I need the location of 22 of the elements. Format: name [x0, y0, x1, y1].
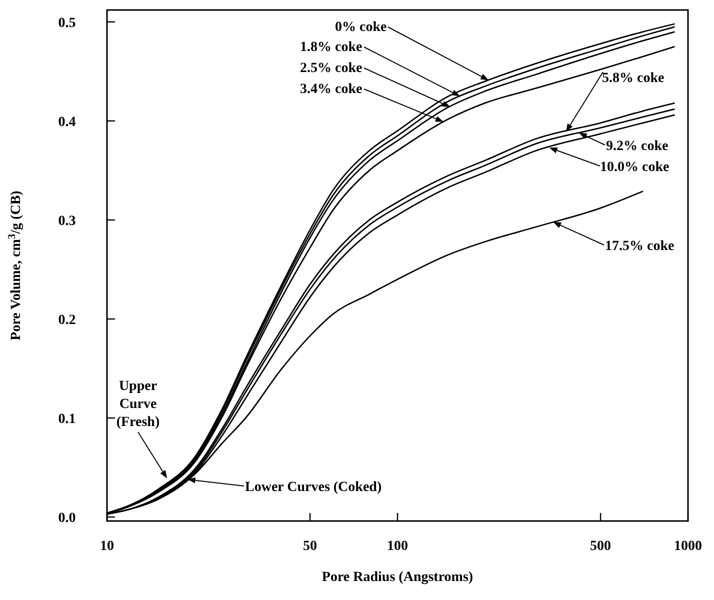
annotation: 17.5% coke — [605, 239, 674, 254]
x-tick-label: 10 — [100, 539, 114, 554]
y-tick-label: 0.0 — [58, 511, 76, 526]
x-axis-title: Pore Radius (Angstroms) — [322, 570, 474, 585]
x-tick-label: 100 — [387, 539, 408, 554]
annotation: 3.4% coke — [300, 82, 362, 97]
x-tick-label: 50 — [303, 539, 318, 554]
x-tick-label: 500 — [590, 539, 612, 554]
annotation: 1.8% coke — [300, 40, 362, 55]
x-tick-label: 1000 — [674, 539, 702, 554]
annotation: 10.0% coke — [600, 160, 670, 175]
annotation: 2.5% coke — [300, 61, 362, 76]
y-tick-label: 0.5 — [58, 16, 76, 31]
annotation: 5.8% coke — [602, 71, 664, 86]
y-tick-label: 0.3 — [58, 214, 76, 229]
y-tick-label: 0.2 — [58, 312, 76, 328]
annotation: Lower Curves (Coked) — [245, 480, 382, 495]
y-tick-label: 0.1 — [58, 412, 76, 428]
annotation: 0% coke — [335, 20, 387, 35]
y-tick-label: 0.4 — [58, 114, 76, 130]
annotation: 9.2% coke — [606, 139, 668, 154]
annotation: Upper Curve (Fresh) — [116, 379, 160, 430]
